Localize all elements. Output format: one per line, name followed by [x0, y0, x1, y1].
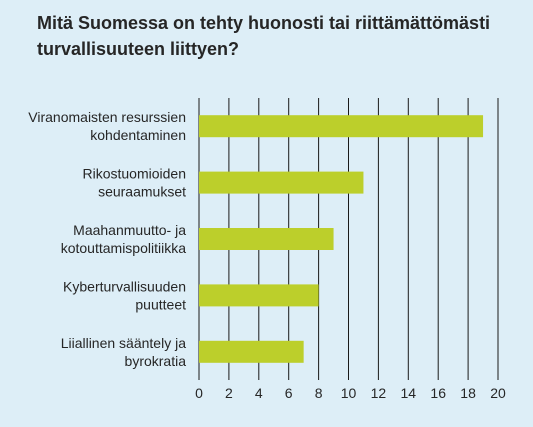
x-tick-label: 14: [401, 385, 417, 401]
category-label: Maahanmuutto- ja: [73, 222, 186, 238]
category-label: Rikostuomioiden: [83, 166, 187, 182]
category-label: Viranomaisten resurssien: [28, 109, 186, 125]
category-label: Liiallinen sääntely ja: [61, 335, 187, 351]
category-label: byrokratia: [125, 353, 187, 369]
category-label: puutteet: [135, 296, 186, 312]
bar: [199, 284, 319, 307]
x-tick-label: 8: [315, 385, 323, 401]
x-tick-label: 12: [371, 385, 387, 401]
bar: [199, 228, 334, 250]
category-label: kotouttamispolitiikka: [61, 240, 186, 256]
chart-title: Mitä Suomessa on tehty huonosti tai riit…: [37, 13, 491, 59]
bar: [199, 340, 304, 363]
x-tick-label: 0: [195, 385, 203, 401]
x-tick-label: 16: [430, 385, 446, 401]
x-tick-label: 20: [490, 385, 506, 401]
category-label: seuraamukset: [98, 184, 186, 200]
x-tick-label: 4: [255, 385, 263, 401]
x-tick-label: 18: [460, 385, 476, 401]
x-tick-label: 2: [225, 385, 233, 401]
bar: [199, 171, 364, 194]
x-tick-label: 10: [341, 385, 357, 401]
category-label: Kyberturvallisuuden: [63, 278, 186, 294]
x-tick-label: 6: [285, 385, 293, 401]
bar: [199, 115, 484, 138]
category-label: kohdentaminen: [90, 127, 186, 143]
